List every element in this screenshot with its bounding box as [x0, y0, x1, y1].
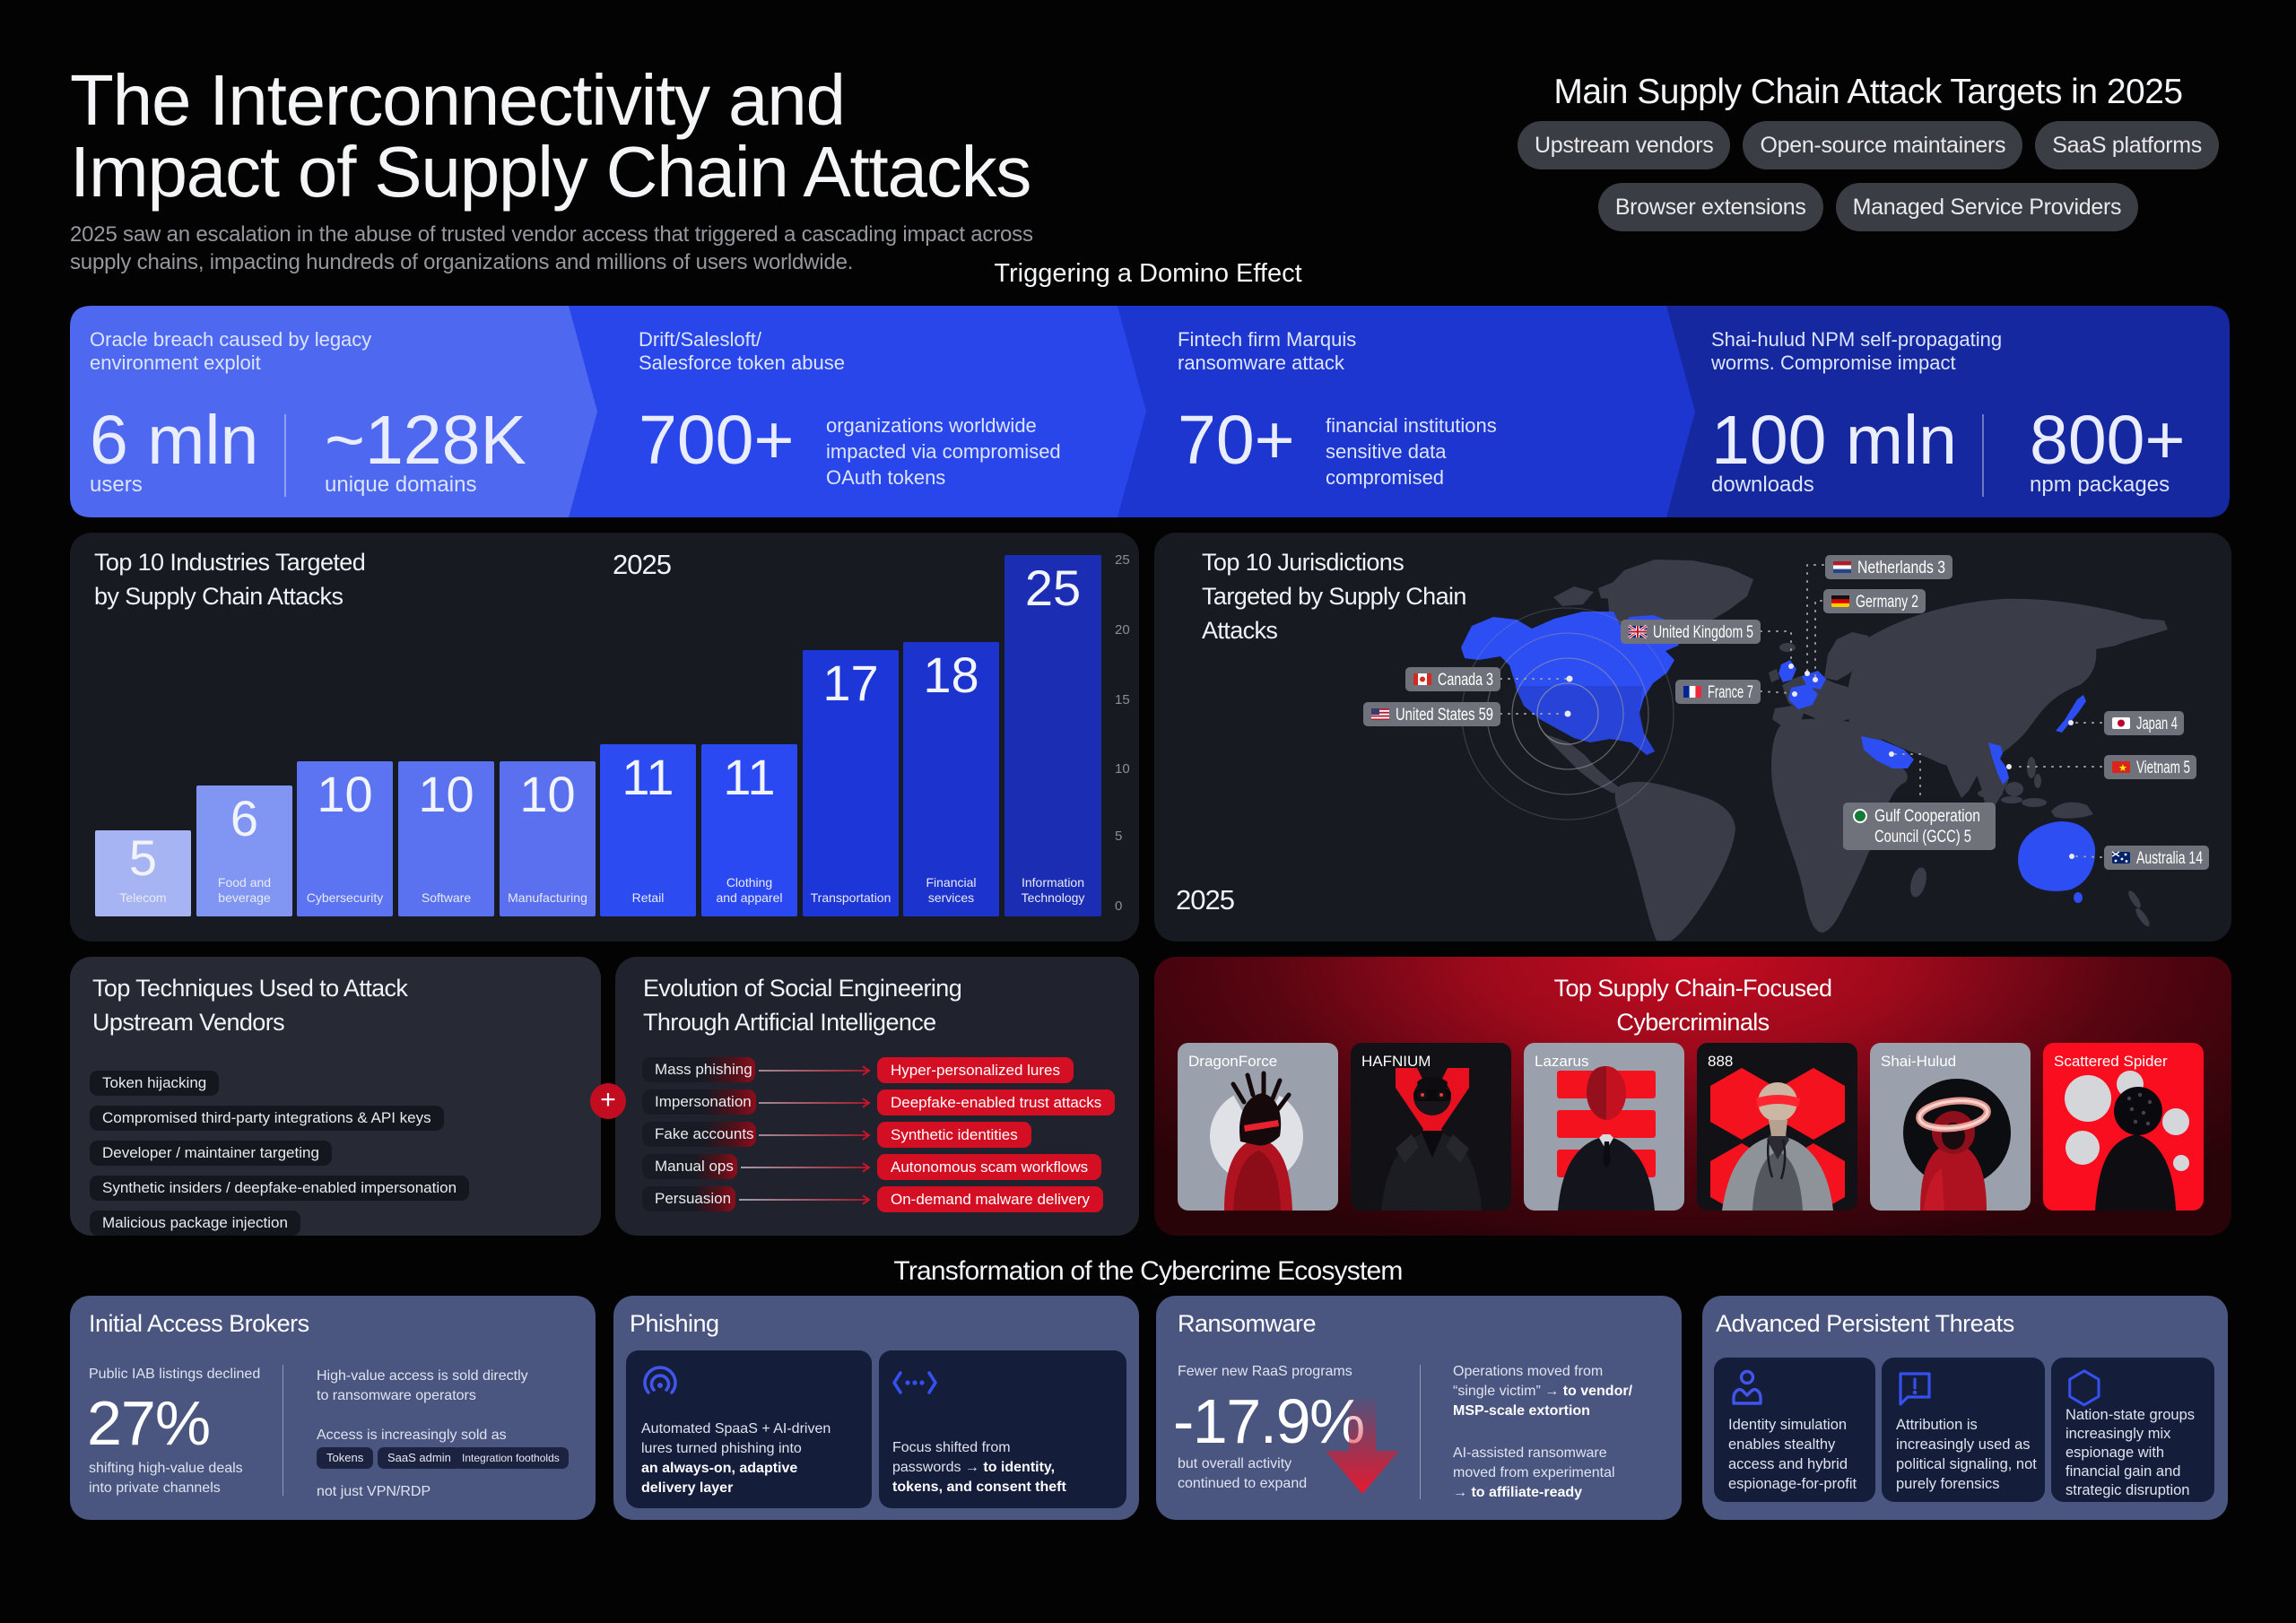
svg-text:France 7: France 7 [1708, 683, 1753, 702]
svg-text:DragonForce: DragonForce [1188, 1053, 1277, 1070]
svg-text:888: 888 [1708, 1053, 1733, 1070]
svg-text:Australia 14: Australia 14 [2136, 849, 2203, 868]
svg-text:Scattered Spider: Scattered Spider [2054, 1053, 2168, 1070]
svg-text:Gulf Cooperation: Gulf Cooperation [1874, 807, 1980, 826]
svg-text:Council (GCC) 5: Council (GCC) 5 [1874, 828, 1971, 846]
svg-text:United Kingdom 5: United Kingdom 5 [1653, 623, 1753, 642]
svg-text:Vietnam 5: Vietnam 5 [2136, 759, 2190, 777]
svg-text:Lazarus: Lazarus [1535, 1053, 1588, 1070]
svg-text:Netherlands 3: Netherlands 3 [1857, 559, 1945, 577]
svg-text:HAFNIUM: HAFNIUM [1361, 1053, 1431, 1070]
svg-text:United States 59: United States 59 [1396, 706, 1493, 725]
svg-text:Germany 2: Germany 2 [1856, 593, 1918, 612]
svg-text:Canada 3: Canada 3 [1438, 671, 1493, 690]
svg-text:Japan 4: Japan 4 [2136, 715, 2178, 733]
svg-text:Shai-Hulud: Shai-Hulud [1881, 1053, 1956, 1070]
svg-text:★: ★ [2118, 763, 2127, 774]
